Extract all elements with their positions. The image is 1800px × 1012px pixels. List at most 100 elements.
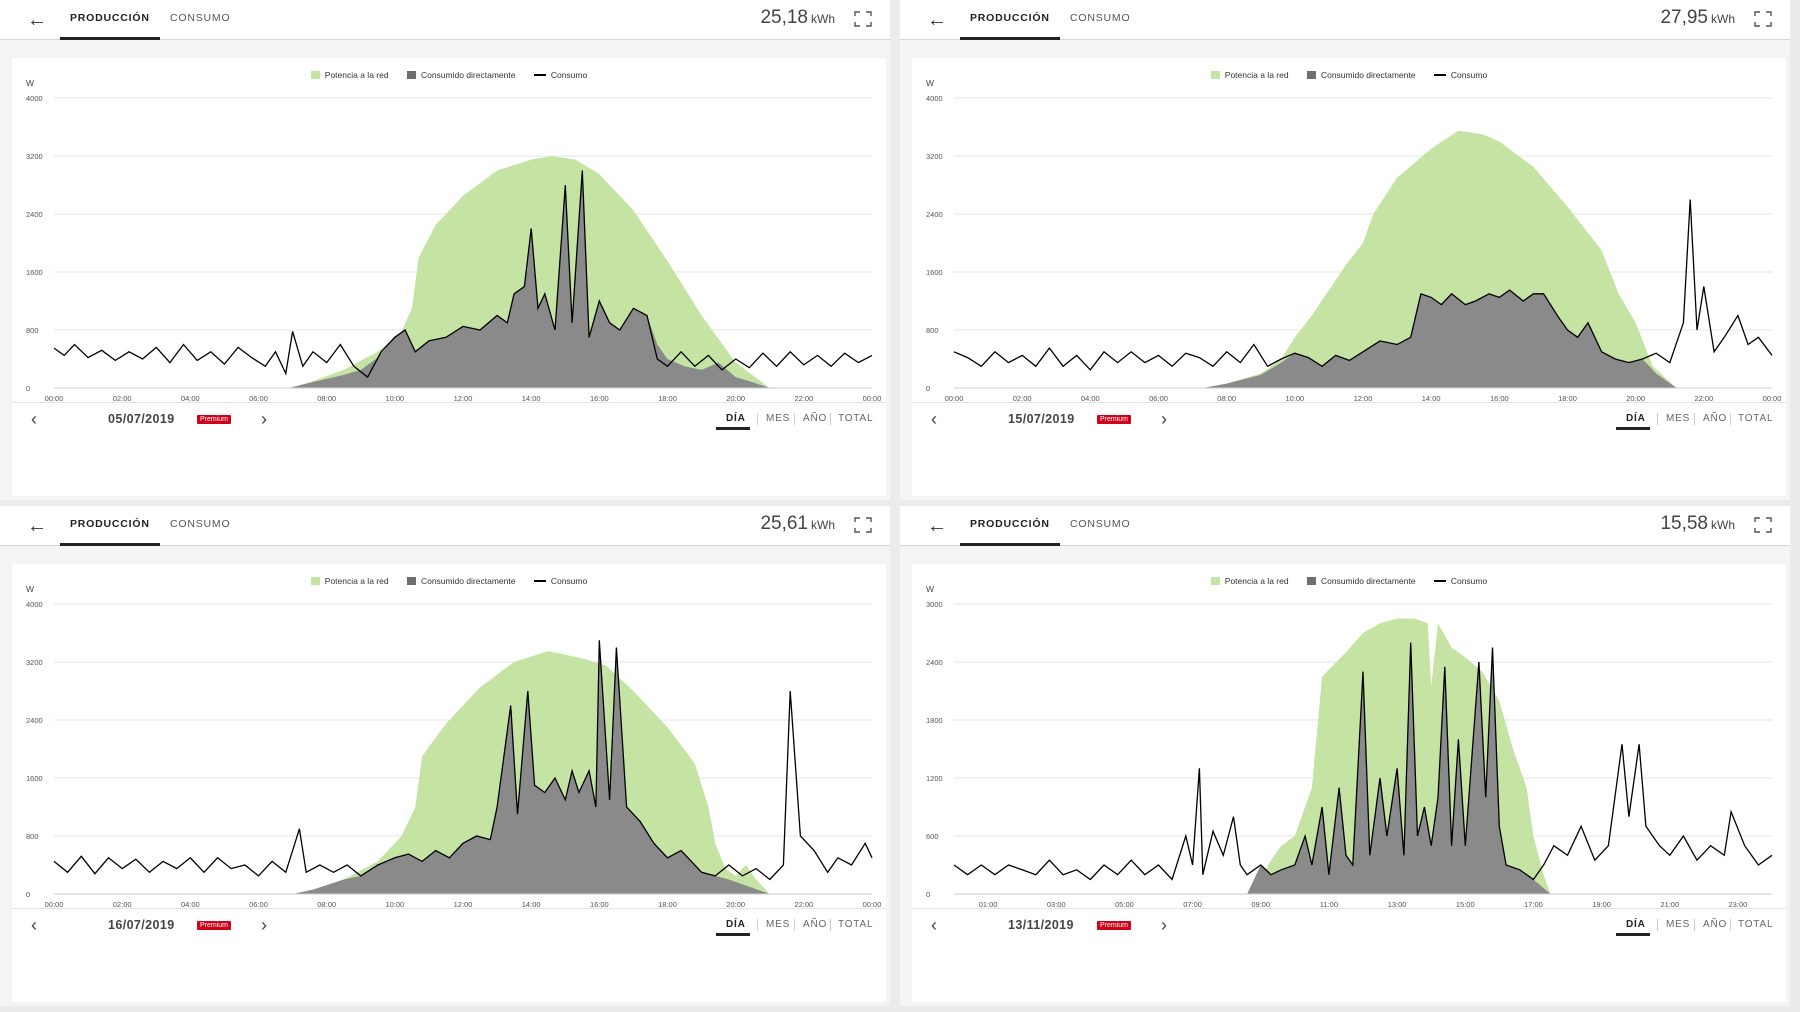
legend-swatch	[310, 71, 320, 79]
chart-legend: Potencia a la red Consumido directamente…	[912, 70, 1786, 80]
tab-consumo[interactable]: CONSUMO	[170, 518, 231, 530]
period-mes[interactable]: MES	[766, 413, 791, 424]
period-mes[interactable]: MES	[766, 919, 791, 930]
tab-produccion[interactable]: PRODUCCIÓN	[60, 506, 160, 546]
panel-4: ← PRODUCCIÓN CONSUMO 15,58 kWh Potencia a…	[900, 506, 1790, 1006]
period-mes[interactable]: MES	[1666, 413, 1691, 424]
back-arrow-icon[interactable]: ←	[927, 9, 947, 31]
next-date-icon[interactable]: ›	[261, 915, 267, 935]
y-tick-label: 3000	[926, 600, 943, 609]
period-dia[interactable]: DÍA	[726, 413, 746, 424]
x-tick-label: 10:00	[385, 394, 404, 402]
x-tick-label: 10:00	[385, 900, 404, 908]
y-tick-label: 600	[926, 832, 939, 841]
x-tick-label: 18:00	[658, 900, 677, 908]
legend-item-feed: Potencia a la red	[1210, 70, 1289, 80]
x-tick-label: 08:00	[317, 394, 336, 402]
legend-label: Consumo	[1450, 70, 1488, 80]
fullscreen-icon[interactable]	[1754, 517, 1772, 533]
y-tick-label: 800	[926, 326, 939, 335]
x-tick-label: 12:00	[1354, 394, 1373, 402]
y-tick-label: 1800	[926, 716, 943, 725]
x-tick-label: 00:00	[863, 394, 882, 402]
legend-label: Consumido directamente	[420, 576, 516, 586]
legend-swatch	[310, 577, 320, 585]
fullscreen-icon[interactable]	[854, 517, 872, 533]
total-value: 15,58	[1660, 513, 1708, 534]
y-tick-label: 2400	[926, 658, 943, 667]
top-bar: ← PRODUCCIÓN CONSUMO 25,18 kWh	[0, 0, 890, 40]
prev-date-icon[interactable]: ‹	[931, 915, 937, 935]
period-ano[interactable]: AÑO	[803, 919, 828, 930]
energy-total: 15,58 kWh	[1660, 513, 1735, 535]
legend-label: Potencia a la red	[1224, 576, 1289, 586]
back-arrow-icon[interactable]: ←	[27, 515, 47, 537]
period-ano[interactable]: AÑO	[1703, 413, 1728, 424]
date-label: 15/07/2019	[1008, 412, 1075, 426]
period-total[interactable]: TOTAL	[1738, 413, 1774, 424]
next-date-icon[interactable]: ›	[1161, 409, 1167, 429]
back-arrow-icon[interactable]: ←	[27, 9, 47, 31]
y-tick-label: 0	[926, 890, 930, 899]
y-tick-label: 4000	[26, 94, 43, 103]
period-total[interactable]: TOTAL	[1738, 919, 1774, 930]
legend-label: Potencia a la red	[324, 70, 389, 80]
energy-total: 27,95 kWh	[1660, 7, 1735, 29]
x-tick-label: 21:00	[1660, 900, 1679, 908]
date-bar: ‹ 15/07/2019 Premium › DÍA MES AÑO TOTAL	[912, 402, 1786, 436]
next-date-icon[interactable]: ›	[1161, 915, 1167, 935]
x-tick-label: 19:00	[1592, 900, 1611, 908]
legend-item-feed: Potencia a la red	[310, 576, 389, 586]
line-consumption	[953, 642, 1773, 881]
legend-label: Consumido directamente	[420, 70, 516, 80]
legend-swatch	[1306, 71, 1316, 79]
legend-label: Potencia a la red	[324, 576, 389, 586]
legend-swatch	[1306, 577, 1316, 585]
area-direct-consumption	[292, 640, 770, 894]
prev-date-icon[interactable]: ‹	[931, 409, 937, 429]
period-total[interactable]: TOTAL	[838, 413, 874, 424]
x-tick-label: 00:00	[45, 900, 64, 908]
legend-swatch	[406, 71, 416, 79]
x-tick-label: 05:00	[1115, 900, 1134, 908]
period-dia[interactable]: DÍA	[1626, 413, 1646, 424]
y-tick-label: 3200	[26, 658, 43, 667]
tab-produccion[interactable]: PRODUCCIÓN	[60, 0, 160, 40]
period-underline	[1616, 427, 1650, 430]
period-ano[interactable]: AÑO	[803, 413, 828, 424]
period-dia[interactable]: DÍA	[726, 919, 746, 930]
energy-total: 25,18 kWh	[760, 7, 835, 29]
y-axis-unit: W	[26, 584, 34, 594]
tab-consumo[interactable]: CONSUMO	[170, 12, 231, 24]
prev-date-icon[interactable]: ‹	[31, 409, 37, 429]
line-consumption	[53, 640, 873, 881]
fullscreen-icon[interactable]	[854, 11, 872, 27]
tab-produccion[interactable]: PRODUCCIÓN	[960, 0, 1060, 40]
prev-date-icon[interactable]: ‹	[31, 915, 37, 935]
period-dia[interactable]: DÍA	[1626, 919, 1646, 930]
legend-swatch	[533, 580, 546, 582]
next-date-icon[interactable]: ›	[261, 409, 267, 429]
x-tick-label: 18:00	[658, 394, 677, 402]
x-tick-label: 16:00	[590, 394, 609, 402]
tab-consumo[interactable]: CONSUMO	[1070, 12, 1131, 24]
panel-3: ← PRODUCCIÓN CONSUMO 25,61 kWh Potencia a…	[0, 506, 890, 1006]
x-tick-label: 06:00	[249, 900, 268, 908]
x-tick-label: 04:00	[181, 394, 200, 402]
divider	[1694, 413, 1695, 425]
back-arrow-icon[interactable]: ←	[927, 515, 947, 537]
x-tick-label: 00:00	[1763, 394, 1782, 402]
period-ano[interactable]: AÑO	[1703, 919, 1728, 930]
period-total[interactable]: TOTAL	[838, 919, 874, 930]
tab-produccion[interactable]: PRODUCCIÓN	[960, 506, 1060, 546]
chart-plot: W 3000 2400 1800 1200 600 0 01:00 03:00 05:00 07:0…	[926, 584, 1773, 908]
legend-item-direct: Consumido directamente	[1306, 70, 1415, 80]
legend-item-consumption: Consumo	[533, 576, 587, 586]
divider	[757, 413, 758, 425]
period-mes[interactable]: MES	[1666, 919, 1691, 930]
x-tick-label: 11:00	[1320, 900, 1338, 908]
fullscreen-icon[interactable]	[1754, 11, 1772, 27]
x-tick-label: 22:00	[794, 900, 813, 908]
legend-item-feed: Potencia a la red	[1210, 576, 1289, 586]
tab-consumo[interactable]: CONSUMO	[1070, 518, 1131, 530]
